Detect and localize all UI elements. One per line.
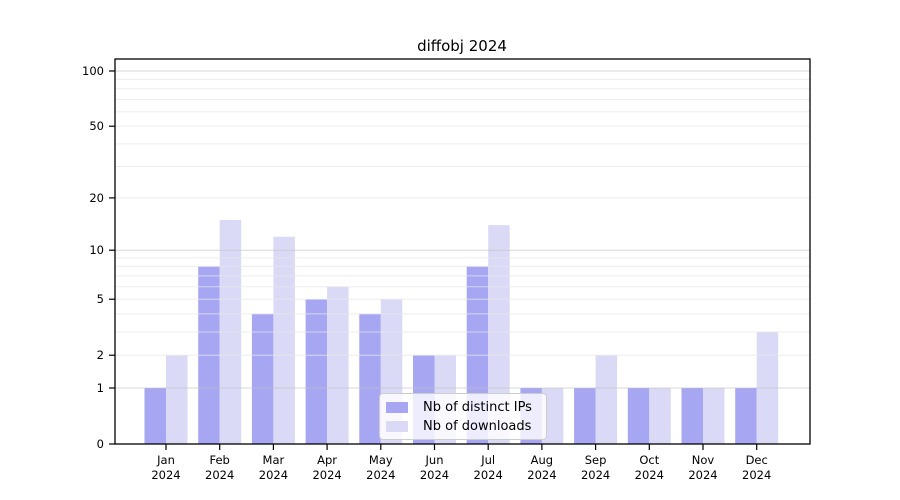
x-tick-label-month: Oct bbox=[639, 453, 659, 467]
bar bbox=[541, 388, 564, 444]
axes-layer: 0125102050100Jan2024Feb2024Mar2024Apr202… bbox=[82, 58, 811, 482]
x-tick-label-month: May bbox=[369, 453, 393, 467]
bar bbox=[595, 355, 618, 444]
bar bbox=[488, 225, 510, 444]
x-tick-label-year: 2024 bbox=[635, 468, 664, 482]
bar bbox=[735, 388, 757, 444]
x-tick-label-year: 2024 bbox=[688, 468, 717, 482]
x-tick-label-month: Jun bbox=[425, 453, 444, 467]
x-tick-label-month: Jan bbox=[156, 453, 175, 467]
x-tick-label-year: 2024 bbox=[312, 468, 341, 482]
x-tick-label-month: Sep bbox=[585, 453, 607, 467]
legend-swatch-distinct-ips bbox=[386, 402, 408, 413]
x-tick-label-month: Dec bbox=[746, 453, 768, 467]
y-tick-label: 5 bbox=[97, 292, 104, 306]
x-tick-label-year: 2024 bbox=[151, 468, 180, 482]
bar bbox=[359, 313, 381, 444]
x-tick-label-month: Aug bbox=[531, 453, 553, 467]
x-tick-label-month: Jul bbox=[480, 453, 495, 467]
x-tick-label-year: 2024 bbox=[259, 468, 288, 482]
legend-label: Nb of downloads bbox=[423, 419, 532, 434]
x-tick-label-year: 2024 bbox=[205, 468, 234, 482]
bar bbox=[305, 299, 328, 444]
bar bbox=[327, 286, 349, 444]
legend-item-distinct-ips: Nb of distinct IPs bbox=[386, 398, 538, 417]
y-tick-label: 50 bbox=[89, 119, 104, 133]
legend-swatch-downloads bbox=[386, 421, 408, 432]
bar bbox=[703, 388, 725, 444]
bar bbox=[627, 388, 650, 444]
chart-title: diffobj 2024 bbox=[417, 37, 507, 55]
x-tick-label-year: 2024 bbox=[527, 468, 556, 482]
x-tick-label-year: 2024 bbox=[581, 468, 610, 482]
bar bbox=[273, 236, 295, 444]
legend-label: Nb of distinct IPs bbox=[423, 400, 532, 415]
bar bbox=[251, 313, 274, 444]
y-tick-label: 2 bbox=[97, 348, 104, 362]
x-tick-label-month: Feb bbox=[210, 453, 230, 467]
y-tick-label: 20 bbox=[89, 191, 104, 205]
x-tick-label-year: 2024 bbox=[366, 468, 395, 482]
y-tick-label: 1 bbox=[97, 381, 104, 395]
bar bbox=[144, 388, 166, 444]
gridlines-layer bbox=[115, 70, 810, 389]
bar bbox=[649, 388, 671, 444]
x-tick-label-month: Nov bbox=[692, 453, 715, 467]
legend-item-downloads: Nb of downloads bbox=[386, 417, 538, 436]
x-tick-label-month: Mar bbox=[263, 453, 285, 467]
x-tick-label-month: Apr bbox=[317, 453, 337, 467]
y-tick-label: 10 bbox=[89, 243, 104, 257]
x-tick-label-year: 2024 bbox=[420, 468, 449, 482]
bar bbox=[681, 388, 703, 444]
x-tick-label-year: 2024 bbox=[474, 468, 503, 482]
bar bbox=[574, 388, 596, 444]
legend-box: Nb of distinct IPs Nb of downloads bbox=[379, 393, 547, 440]
y-tick-label: 100 bbox=[82, 64, 104, 78]
plot-frame bbox=[114, 58, 811, 445]
y-tick-label: 0 bbox=[97, 437, 104, 451]
bar bbox=[166, 355, 188, 444]
x-tick-label-year: 2024 bbox=[742, 468, 771, 482]
